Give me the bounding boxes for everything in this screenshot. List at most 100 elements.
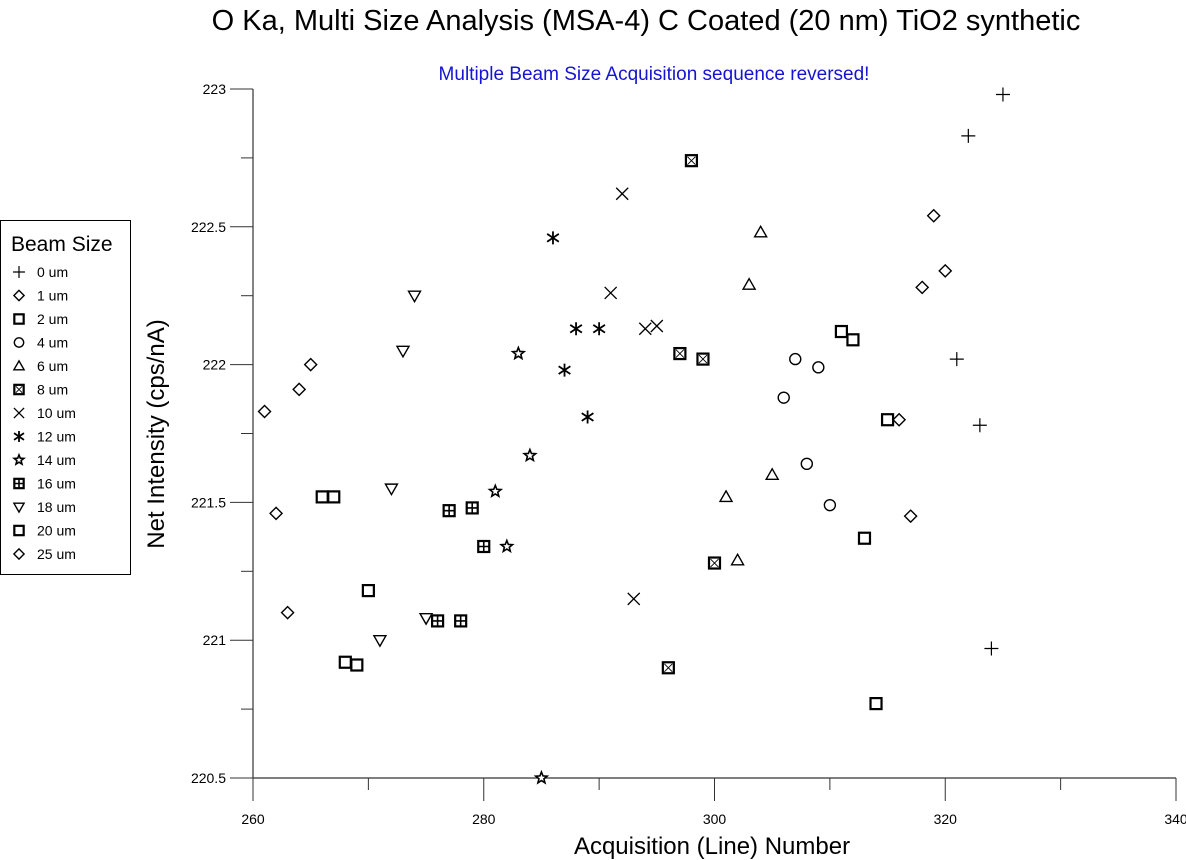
data-point (903, 509, 918, 524)
series-0-um (949, 87, 1010, 656)
data-point (718, 489, 734, 503)
legend-label: 14 um (37, 452, 76, 468)
data-point (510, 345, 527, 361)
x-tick-label: 300 (703, 811, 727, 827)
legend-marker-icon (13, 477, 25, 490)
data-point (581, 410, 594, 424)
y-tick-label: 223 (203, 81, 227, 97)
data-point (995, 87, 1010, 102)
data-point (673, 346, 687, 361)
legend-label: 20 um (37, 523, 76, 539)
data-point (499, 538, 515, 554)
chart-subtitle: Multiple Beam Size Acquisition sequence … (439, 64, 870, 85)
series-8-um (661, 154, 722, 675)
legend-label: 2 um (37, 311, 68, 327)
data-point (418, 612, 434, 626)
data-point (627, 592, 641, 606)
legend-item: 2 um (13, 311, 68, 327)
legend: Beam Size 0 um 1 um 2 um 4 um 6 um 8 um 10 um 1… (0, 220, 131, 575)
data-point (315, 490, 329, 504)
data-point (372, 635, 388, 648)
data-point (949, 352, 964, 367)
data-point (880, 413, 895, 427)
data-point (892, 412, 907, 427)
y-tick-label: 222.5 (191, 219, 226, 235)
data-point (257, 404, 272, 419)
data-point (846, 333, 860, 347)
legend-item: 6 um (12, 358, 68, 374)
legend-item: 1 um (12, 288, 68, 304)
legend-marker-icon (12, 502, 26, 514)
series-1-um (892, 208, 953, 524)
legend-item: 8 um (13, 382, 68, 398)
series-14-um (487, 345, 550, 785)
legend-item: 20 um (13, 523, 76, 539)
series-20-um (315, 490, 375, 672)
legend-label: 16 um (37, 476, 76, 492)
legend-title: Beam Size (11, 233, 113, 256)
legend-box (0, 220, 131, 575)
data-point (487, 483, 504, 499)
legend-label: 6 um (37, 358, 68, 374)
data-point (764, 467, 780, 481)
series-25-um (257, 357, 318, 620)
x-tick-label: 340 (1164, 811, 1186, 827)
data-point (730, 552, 745, 566)
legend-marker-icon (13, 430, 25, 443)
data-point (696, 352, 710, 366)
data-point (800, 457, 813, 471)
data-point (533, 769, 550, 785)
data-point (938, 263, 953, 278)
x-tick-label: 280 (472, 811, 496, 827)
data-point (546, 231, 560, 245)
legend-label: 18 um (37, 499, 76, 515)
legend-item: 12 um (13, 429, 76, 445)
legend-marker-icon (13, 313, 25, 325)
data-point (292, 382, 307, 397)
data-point (834, 324, 849, 339)
data-point (442, 504, 456, 518)
series-18-um (372, 290, 434, 648)
data-point (707, 556, 722, 570)
data-point (926, 208, 941, 223)
data-point (465, 501, 479, 515)
y-tick-label: 220.5 (191, 770, 226, 786)
data-point (741, 277, 757, 290)
legend-marker-icon (13, 383, 25, 396)
legend-item: 4 um (13, 335, 68, 351)
x-tick-label: 260 (241, 811, 265, 827)
legend-label: 0 um (37, 264, 68, 280)
data-point (961, 128, 976, 143)
data-point (269, 506, 284, 521)
x-axis-label: Acquisition (Line) Number (574, 833, 850, 860)
data-point (915, 280, 930, 295)
data-point (327, 490, 341, 504)
legend-marker-icon (12, 359, 26, 371)
data-point (558, 363, 571, 377)
series-16-um (431, 501, 491, 628)
data-point (395, 345, 411, 359)
data-point (592, 322, 606, 336)
data-point (407, 290, 422, 304)
data-point (384, 483, 399, 497)
y-tick-label: 221 (203, 632, 227, 648)
data-point (280, 605, 295, 620)
data-point (661, 661, 675, 675)
data-point (477, 539, 491, 554)
data-point (431, 614, 445, 628)
data-point (823, 498, 837, 512)
data-point (857, 531, 872, 545)
data-point (789, 352, 802, 366)
axes: 260 280 300 320 340 220.5 221 221.5 222 222.5 223 (191, 81, 1186, 827)
data-point (522, 447, 538, 463)
legend-item: 14 um (12, 452, 76, 468)
series-10-um (604, 187, 664, 606)
legend-label: 25 um (37, 546, 76, 562)
legend-marker-icon (13, 407, 25, 419)
legend-item: 18 um (12, 499, 76, 515)
x-tick-label: 320 (934, 811, 958, 827)
data-point (361, 583, 375, 598)
series-4-um (777, 352, 837, 512)
data-point (812, 361, 825, 374)
